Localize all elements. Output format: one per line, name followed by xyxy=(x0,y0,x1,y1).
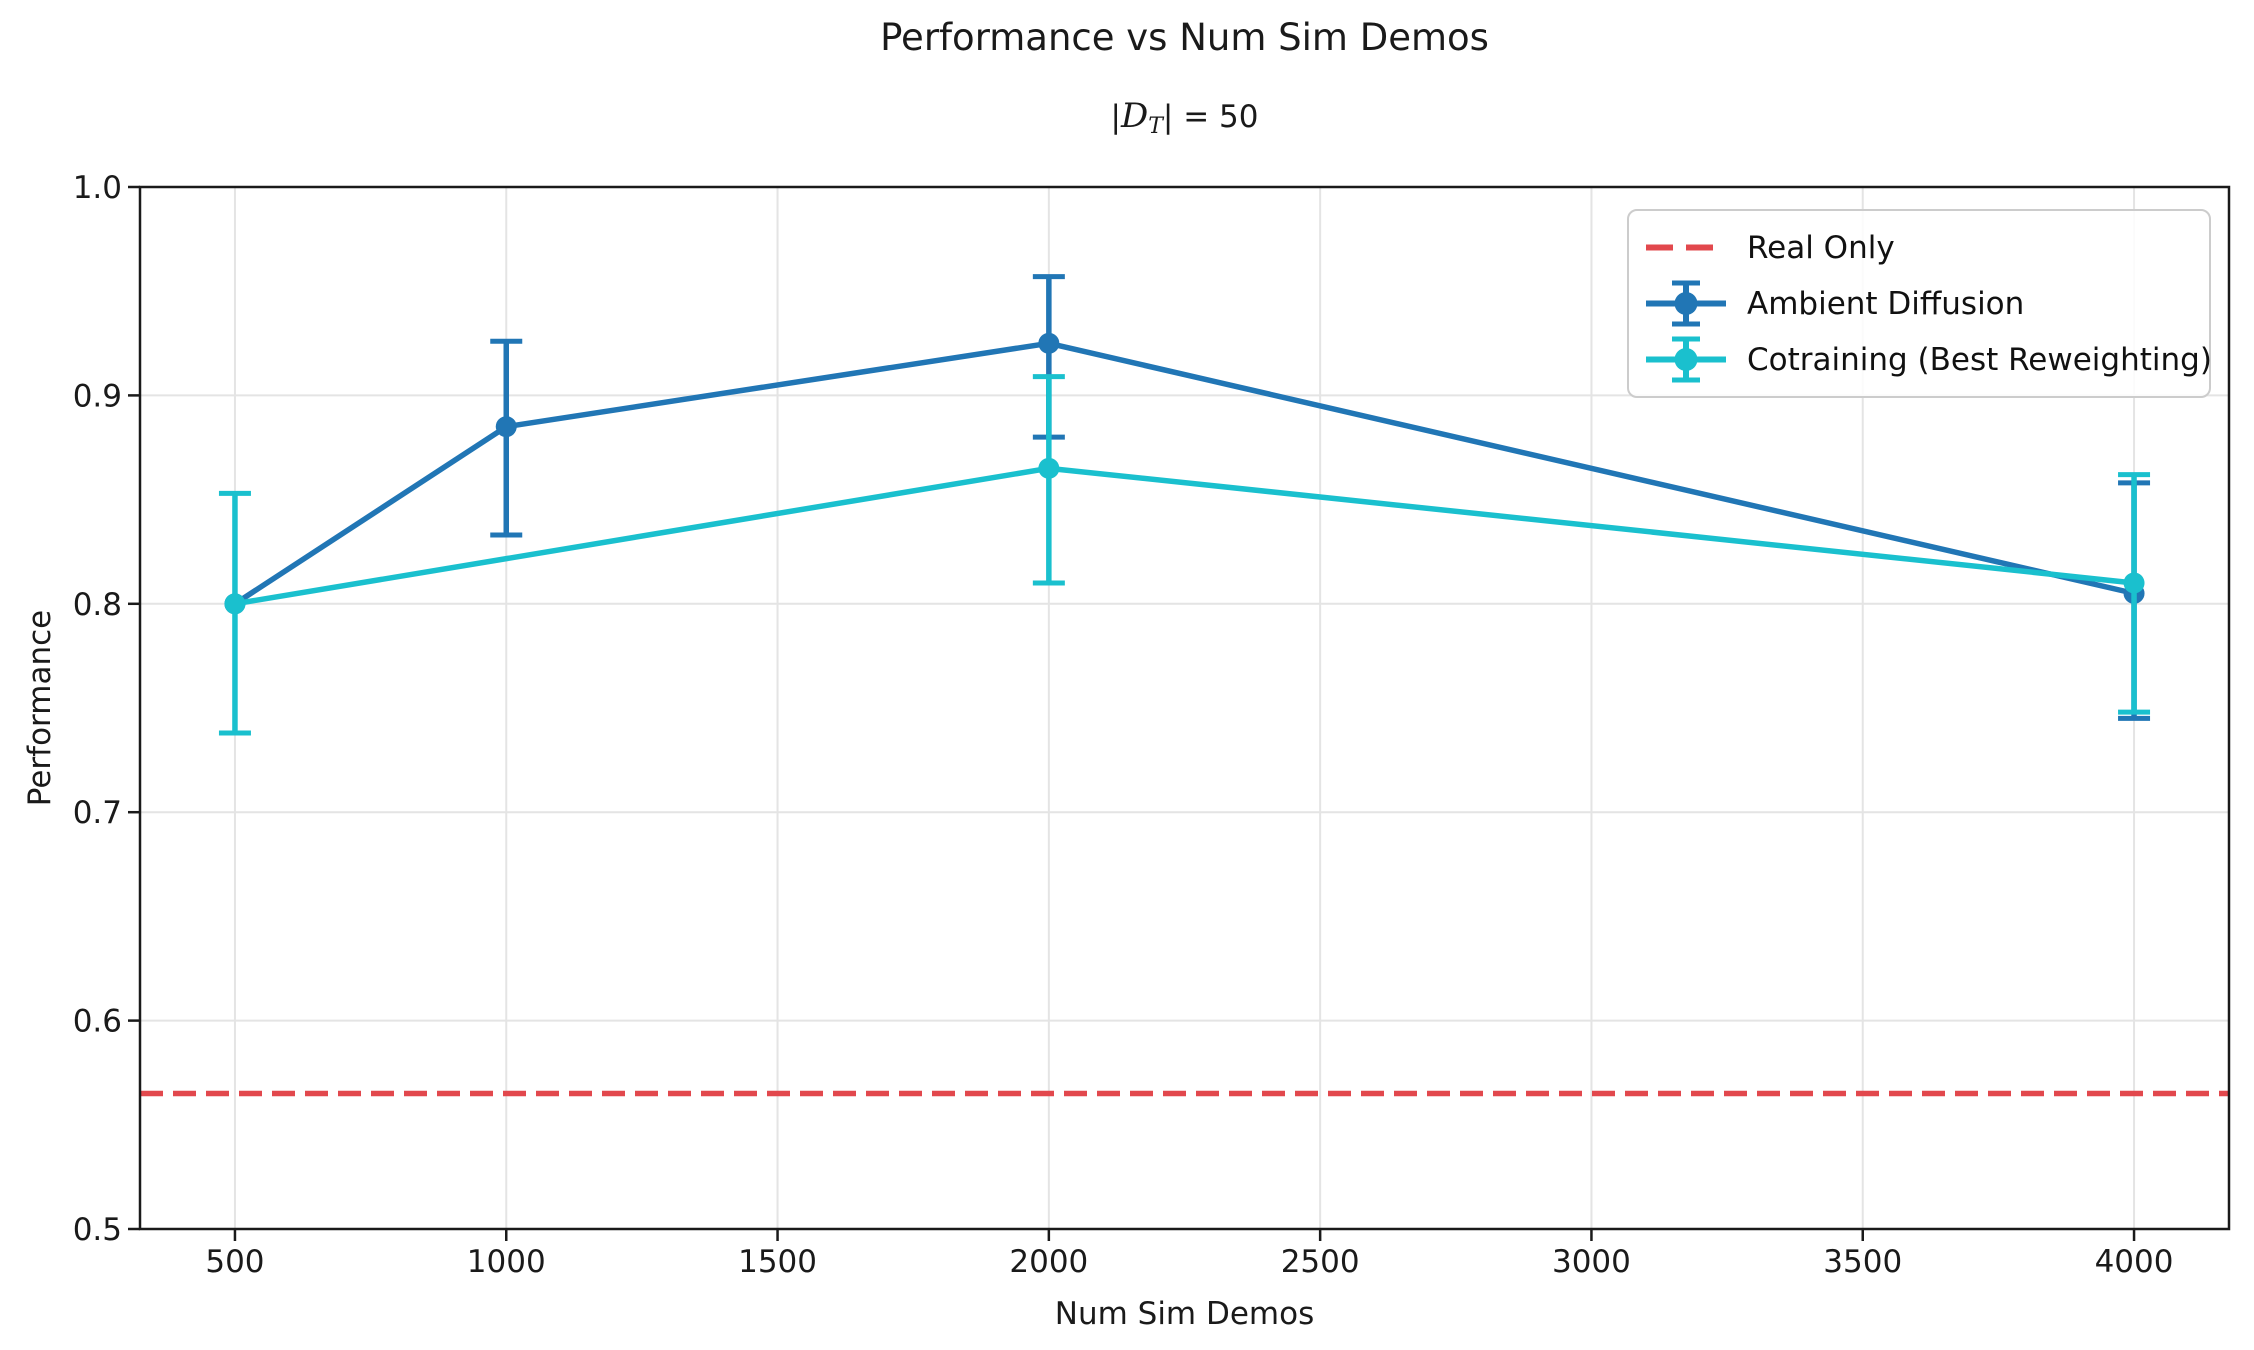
data-point-marker xyxy=(224,593,246,615)
legend-item: Cotraining (Best Reweighting) xyxy=(1643,332,2212,388)
data-point-marker xyxy=(2123,572,2145,594)
x-tick-label: 500 xyxy=(205,1244,264,1280)
legend-marker-dot xyxy=(1674,348,1698,371)
legend-item: Real Only xyxy=(1643,220,2209,276)
legend-label: Cotraining (Best Reweighting) xyxy=(1747,341,2212,378)
subtitle-subscript: T xyxy=(1148,114,1163,139)
axes-spines xyxy=(138,185,2231,1231)
chart-subtitle: |DT| = 50 xyxy=(140,96,2229,139)
legend-dashed-line-icon xyxy=(1646,244,1726,251)
x-axis-label: Num Sim Demos xyxy=(1054,1296,1315,1332)
x-tick-label: 2500 xyxy=(1281,1244,1360,1280)
legend: Real Only Ambient Diffusion Cotraining (Be… xyxy=(1627,209,2212,398)
legend-marker-dot xyxy=(1674,292,1698,315)
subtitle-value: | = 50 xyxy=(1162,99,1259,135)
y-tick-label: 0.6 xyxy=(73,1004,122,1040)
y-tick-label: 0.9 xyxy=(73,378,122,414)
legend-item: Ambient Diffusion xyxy=(1643,276,2209,332)
series-line xyxy=(233,340,2135,607)
legend-errorbar-marker-icon xyxy=(1646,336,1726,383)
legend-errorbar-marker-icon xyxy=(1646,280,1726,327)
data-point-marker xyxy=(1038,457,1060,479)
y-tick-label: 0.5 xyxy=(73,1212,122,1248)
legend-label: Ambient Diffusion xyxy=(1747,285,2025,322)
subtitle-open-bar: | xyxy=(1110,99,1121,135)
data-point-marker xyxy=(495,416,517,438)
y-tick-label: 0.8 xyxy=(73,587,122,623)
x-tick-label: 4000 xyxy=(2095,1244,2174,1280)
legend-label: Real Only xyxy=(1747,229,1895,266)
x-tick-label: 3500 xyxy=(1823,1244,1902,1280)
y-tick-label: 1.0 xyxy=(73,170,122,206)
x-tick-label: 1500 xyxy=(738,1244,817,1280)
x-tick-label: 2000 xyxy=(1009,1244,1088,1280)
x-tick-label: 3000 xyxy=(1552,1244,1631,1280)
x-tick-label: 1000 xyxy=(467,1244,546,1280)
subtitle-dataset-symbol: D xyxy=(1120,96,1149,136)
y-tick-label: 0.7 xyxy=(73,795,122,831)
chart-title: Performance vs Num Sim Demos xyxy=(880,16,1489,59)
data-point-marker xyxy=(1038,332,1060,354)
